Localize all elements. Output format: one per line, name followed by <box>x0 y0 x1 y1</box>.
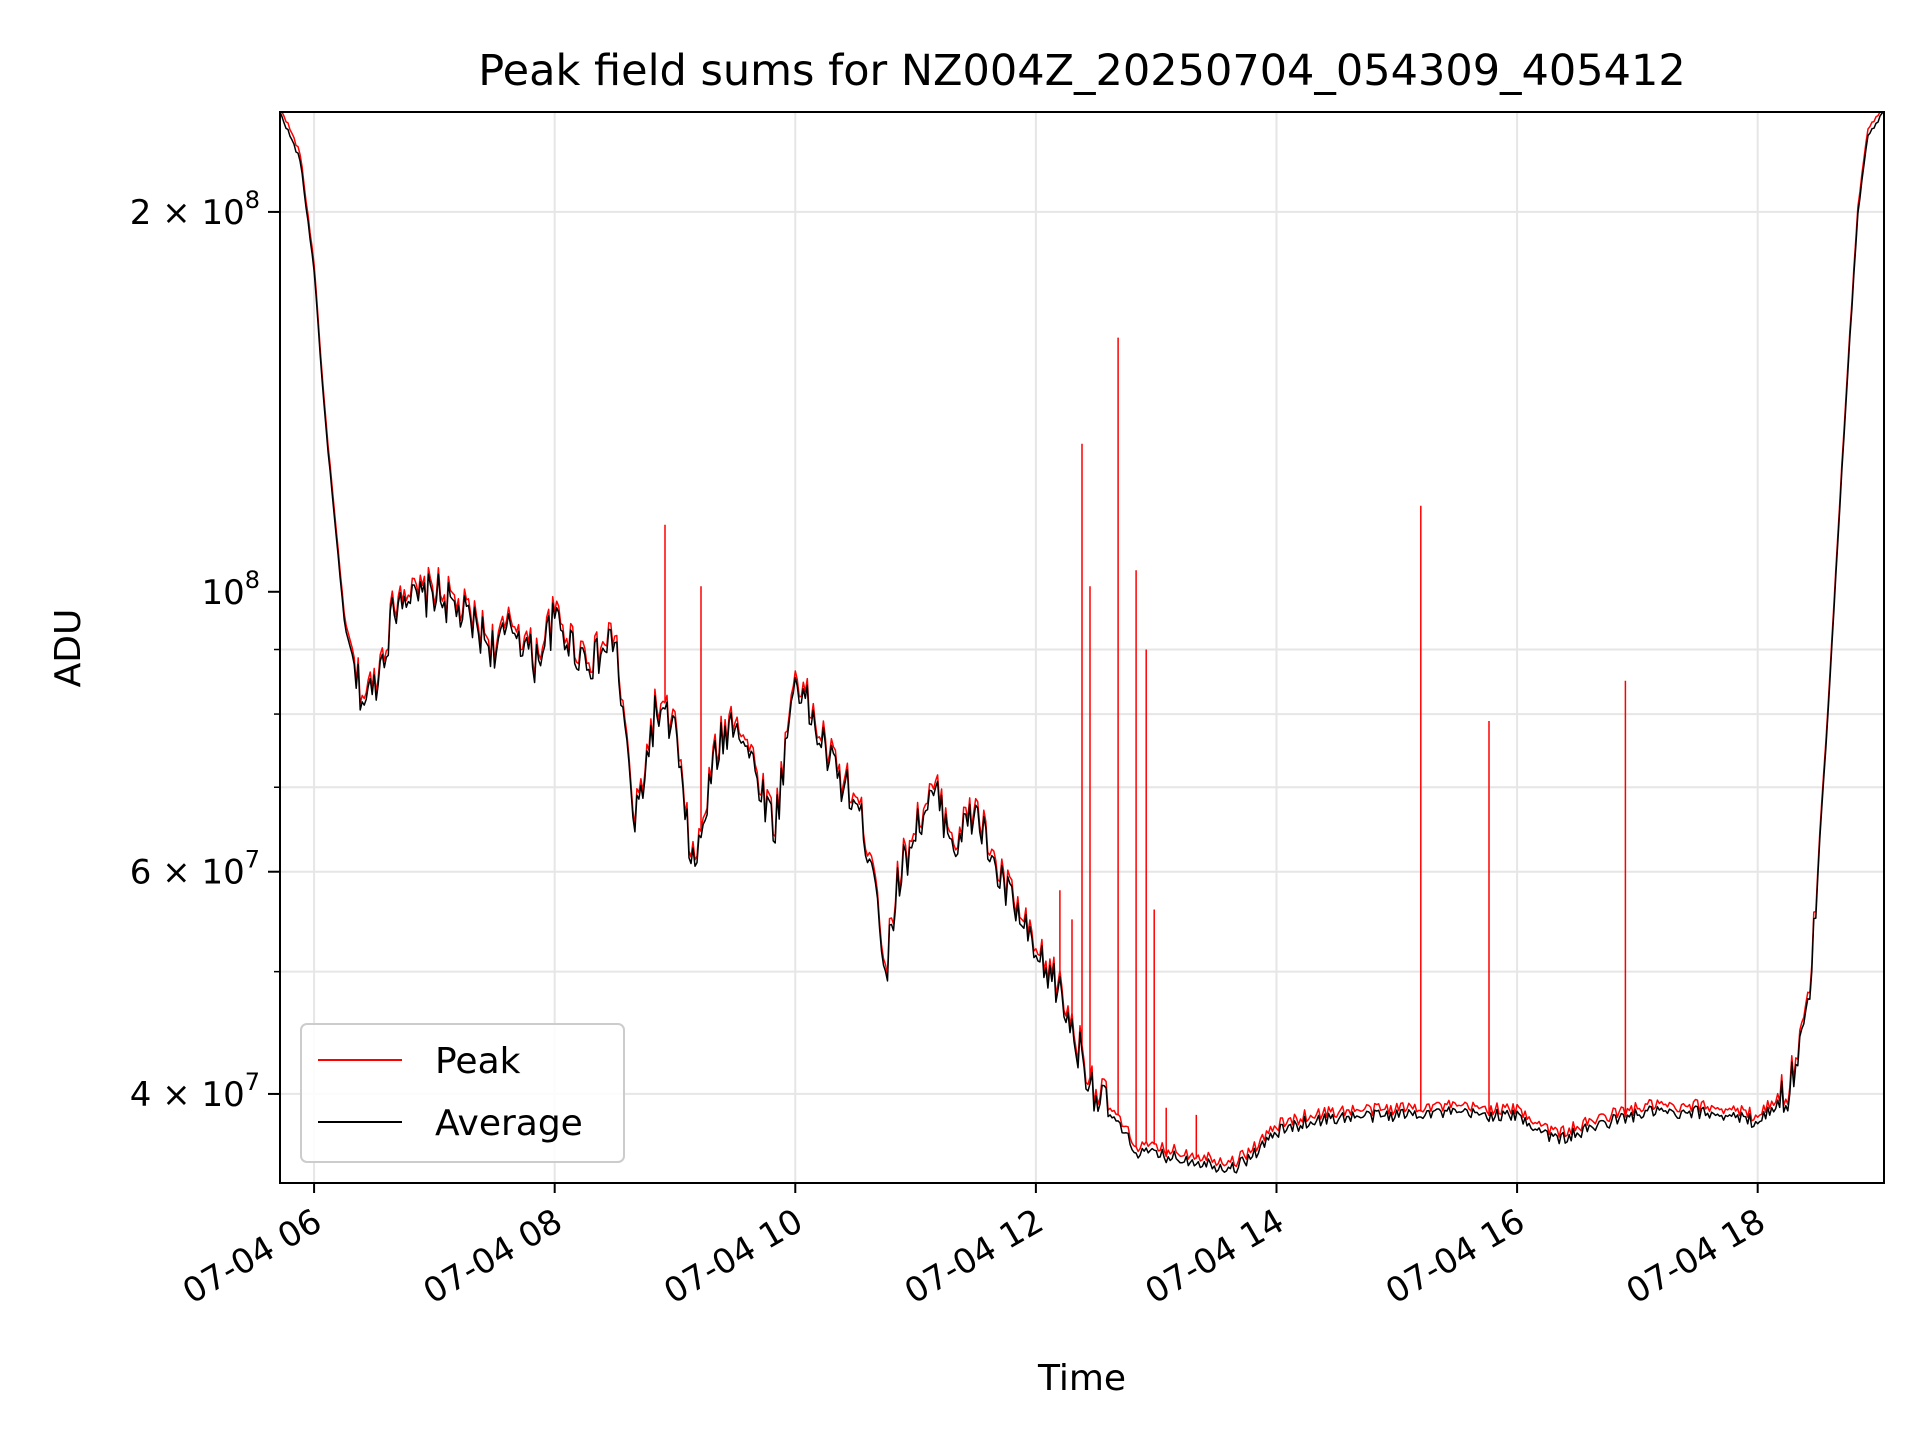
y-axis: 4 × 107 6 × 107 108 2 × 108 <box>130 186 280 1115</box>
legend-average-label: Average <box>435 1103 583 1144</box>
x-tick-label: 07-04 08 <box>417 1201 569 1312</box>
y-tick-label: 2 × 108 <box>130 186 260 233</box>
y-tick-label: 6 × 107 <box>130 846 260 893</box>
peak-series-line <box>280 111 1884 1168</box>
legend-box <box>300 1023 625 1163</box>
x-axis-title: Time <box>1037 1358 1126 1399</box>
plot-frame <box>279 111 1885 1184</box>
x-tick-label: 07-04 06 <box>176 1201 328 1312</box>
y-tick-label: 4 × 107 <box>130 1068 260 1115</box>
x-tick-label: 07-04 10 <box>657 1201 809 1312</box>
series-layer <box>279 111 1885 1174</box>
average-series-line <box>279 111 1885 1174</box>
x-tick-label: 07-04 16 <box>1379 1201 1531 1312</box>
legend-peak-label: Peak <box>435 1041 521 1082</box>
legend: Peak Average <box>300 1023 625 1163</box>
y-axis-title: ADU <box>48 609 89 688</box>
x-axis: 07-04 06 07-04 08 07-04 10 07-04 12 07-04 14… <box>176 1183 1772 1312</box>
x-tick-label: 07-04 12 <box>898 1201 1050 1312</box>
x-tick-label: 07-04 18 <box>1620 1201 1772 1312</box>
y-tick-label: 108 <box>201 566 260 613</box>
chart-title: Peak field sums for NZ004Z_20250704_0543… <box>478 46 1685 96</box>
x-tick-label: 07-04 14 <box>1139 1201 1291 1312</box>
